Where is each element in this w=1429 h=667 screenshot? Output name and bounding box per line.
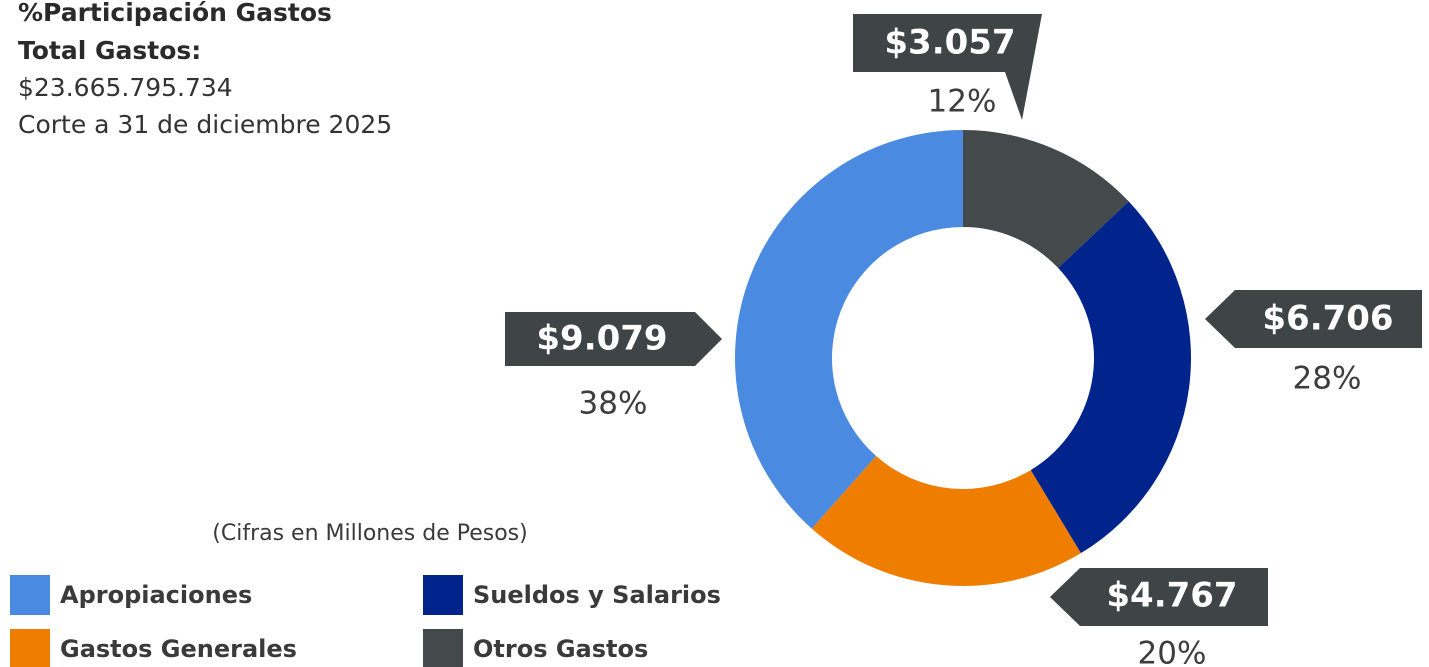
donut-segment (1030, 201, 1191, 554)
value-label: $6.706 (1262, 299, 1393, 339)
chart-title: %Participación Gastos (18, 0, 332, 27)
legend-label: Gastos Generales (60, 635, 297, 663)
legend-swatch (10, 629, 50, 667)
units-note: (Cifras en Millones de Pesos) (212, 521, 527, 546)
legend-swatch (423, 629, 463, 667)
percent-label: 20% (1138, 636, 1207, 667)
value-label: $9.079 (536, 319, 667, 359)
subtitle-value: $23.665.795.734 (18, 73, 233, 102)
value-label: $3.057 (884, 23, 1015, 63)
legend-swatch (10, 575, 50, 615)
subtitle-label: Total Gastos: (18, 36, 201, 65)
callout-box (1205, 290, 1422, 348)
legend-label: Otros Gastos (473, 635, 648, 663)
legend-swatch (423, 575, 463, 615)
donut-segment (734, 130, 963, 529)
percent-label: 12% (928, 84, 997, 120)
donut-segment (963, 130, 1129, 269)
callout-box (505, 312, 722, 366)
callout-box (853, 14, 1042, 120)
callout-box (1050, 568, 1268, 626)
percent-label: 38% (579, 386, 648, 422)
date-note: Corte a 31 de diciembre 2025 (18, 110, 392, 139)
donut-segment (811, 456, 1081, 587)
legend-label: Apropiaciones (60, 581, 252, 609)
legend-label: Sueldos y Salarios (473, 581, 721, 609)
value-label: $4.767 (1106, 576, 1237, 616)
percent-label: 28% (1293, 361, 1362, 397)
